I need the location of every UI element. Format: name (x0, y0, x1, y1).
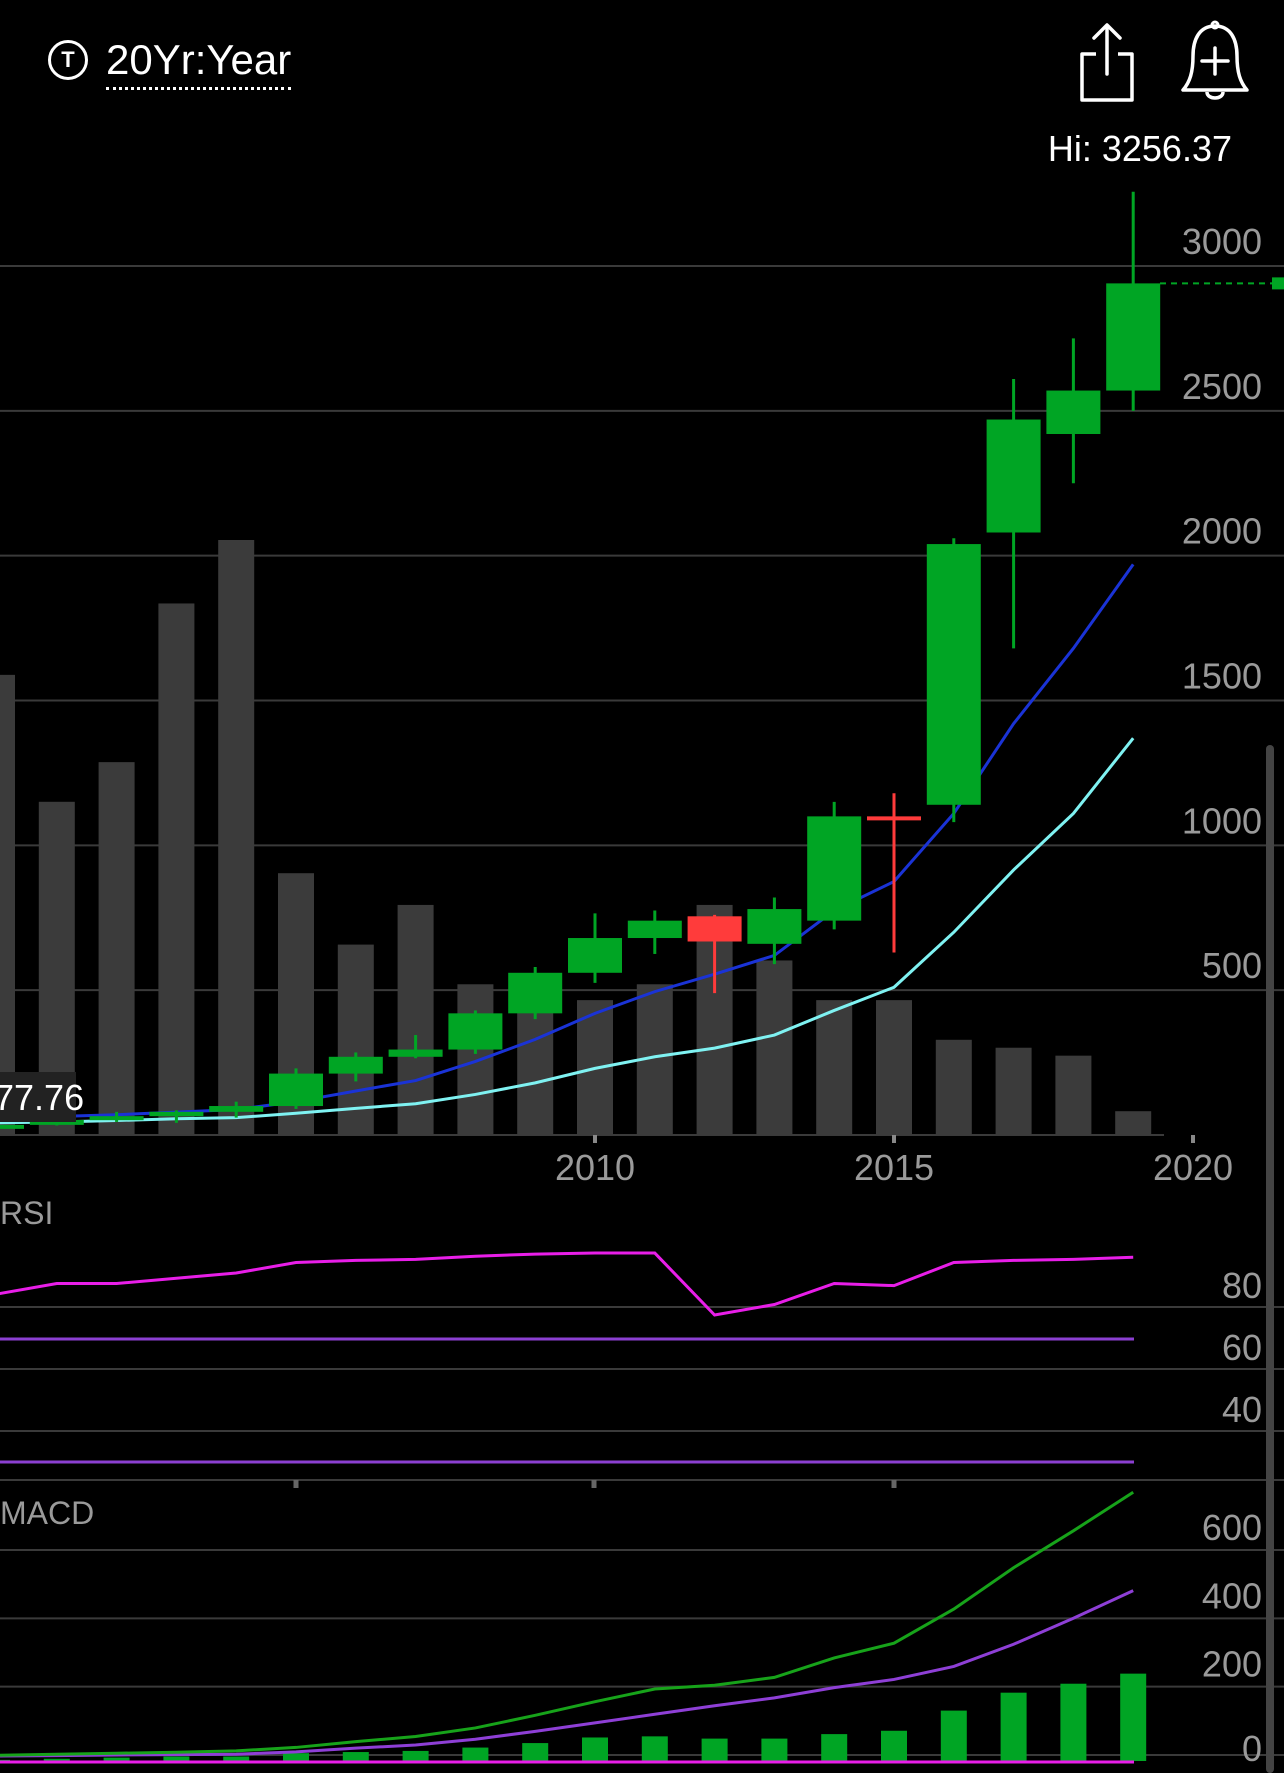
rsi-tick-label: 80 (1222, 1265, 1262, 1306)
ticker-symbol-icon[interactable]: T (48, 40, 88, 80)
price-tick-label: 2000 (1182, 511, 1262, 552)
macd-histogram-bar (402, 1750, 429, 1761)
volume-bar (397, 904, 434, 1135)
add-alert-bell-icon[interactable] (1180, 20, 1250, 104)
candle-body (1046, 390, 1101, 435)
vertical-scrollbar[interactable] (1266, 745, 1274, 1773)
macd-histogram-bar (582, 1737, 608, 1761)
candle-body (89, 1116, 144, 1121)
macd-tick-label: 0 (1242, 1728, 1262, 1769)
macd-histogram-bar (881, 1730, 907, 1761)
candle-body (209, 1106, 264, 1112)
volume-bar (816, 1000, 853, 1135)
candle-body (448, 1013, 503, 1050)
rsi-title: RSI (0, 1195, 53, 1231)
macd-panel (0, 1490, 1147, 1764)
ticker-letter: T (61, 47, 75, 72)
candle-body (568, 938, 622, 973)
macd-histogram-bar (43, 1758, 70, 1761)
volume-bar (337, 944, 374, 1135)
macd-signal-line (0, 1589, 1134, 1758)
ma-fast-line (0, 563, 1135, 1120)
candle-body (29, 1119, 84, 1125)
ma-slow-line (0, 737, 1135, 1125)
volume-bar (158, 603, 195, 1135)
price-tick-label: 2500 (1182, 366, 1262, 407)
volume-bar (756, 960, 793, 1135)
volume-bar (935, 1039, 972, 1135)
macd-histogram-bar (1120, 1673, 1147, 1761)
candle-body (867, 816, 921, 821)
macd-histogram-bar (641, 1736, 668, 1761)
macd-tick-label: 400 (1202, 1575, 1262, 1616)
macd-histogram-bar (940, 1710, 967, 1761)
macd-histogram-bar (522, 1743, 549, 1761)
volume-bar (517, 1008, 554, 1135)
volume-bar (218, 540, 255, 1135)
candle-body (986, 419, 1041, 533)
candle-body (508, 972, 563, 1014)
volume-bar (1115, 1111, 1152, 1135)
rsi-panel (0, 1251, 1134, 1464)
macd-histogram-bar (223, 1756, 250, 1761)
macd-histogram-bar (462, 1747, 489, 1761)
volume-bar (995, 1047, 1032, 1135)
candle-body (807, 816, 862, 921)
x-tick-label: 2015 (854, 1147, 934, 1188)
candle-body (926, 544, 981, 805)
macd-histogram-bar (1000, 1692, 1027, 1761)
macd-histogram-bar (103, 1757, 130, 1761)
time-range-selector[interactable]: 20Yr:Year (106, 34, 292, 90)
value-label: 77.76 (0, 1077, 84, 1118)
volume-bar (457, 984, 494, 1135)
value-label-bg (0, 1072, 76, 1122)
macd-tick-label: 200 (1202, 1644, 1262, 1685)
macd-histogram-bar (1060, 1683, 1087, 1761)
x-tick-label: 2010 (555, 1147, 635, 1188)
macd-histogram-bar (701, 1738, 728, 1761)
candle-body (747, 909, 802, 944)
high-price-label: Hi: 3256.37 (1047, 128, 1232, 169)
candle-body (149, 1111, 204, 1117)
last-price-marker (1272, 277, 1284, 290)
candle-body (1106, 283, 1161, 391)
macd-histogram-bar (0, 1759, 10, 1761)
rsi-line (0, 1251, 1134, 1317)
moving-averages (0, 563, 1135, 1125)
macd-histogram-bar (283, 1753, 309, 1761)
x-tick-label: 2020 (1153, 1147, 1233, 1188)
rsi-tick-label: 40 (1222, 1389, 1262, 1430)
macd-histogram-bar (163, 1756, 190, 1761)
macd-tick-label: 600 (1202, 1507, 1262, 1548)
candle-body (0, 1124, 24, 1129)
volume-bar (0, 674, 15, 1135)
rsi-tick-label: 60 (1222, 1327, 1262, 1368)
candlesticks (0, 191, 1284, 1129)
candle-body (328, 1056, 383, 1074)
volume-bar (98, 762, 135, 1135)
price-tick-label: 1000 (1182, 800, 1262, 841)
macd-title: MACD (0, 1495, 94, 1531)
candle-body (627, 920, 682, 939)
share-icon[interactable] (1076, 22, 1138, 104)
volume-bar (1055, 1055, 1092, 1135)
macd-histogram-bar (761, 1738, 788, 1761)
macd-histogram-bar (821, 1734, 848, 1761)
price-tick-label: 3000 (1182, 221, 1262, 262)
price-tick-label: 1500 (1182, 656, 1262, 697)
candle-body (388, 1049, 443, 1057)
candle-body (687, 916, 742, 942)
candle-body (269, 1073, 323, 1107)
chart-header: T 20Yr:Year (0, 0, 1284, 120)
volume-bar (876, 1000, 912, 1135)
macd-line (0, 1490, 1135, 1757)
macd-histogram-bar (342, 1752, 369, 1761)
price-tick-label: 500 (1202, 945, 1262, 986)
